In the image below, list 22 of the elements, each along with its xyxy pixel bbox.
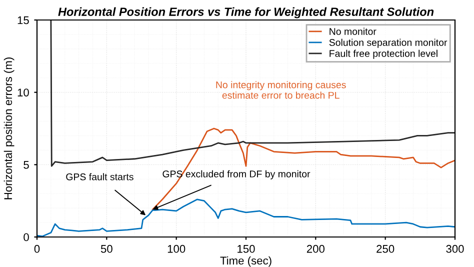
x-tick-label: 200 — [306, 244, 324, 253]
x-axis-title: Time (sec) — [220, 256, 272, 267]
annotation: No integrity monitoring causes estimate error to breach PL — [216, 81, 346, 99]
y-tick-label: 10 — [18, 88, 29, 96]
x-tick-label: 250 — [376, 244, 394, 253]
y-tick-label: 0 — [24, 233, 29, 242]
line-series — [50, 20, 455, 167]
legend-label: No monitor — [330, 28, 376, 35]
annotation: GPS fault starts — [66, 173, 134, 180]
y-axis-title: Horizontal position errors (m) — [4, 58, 14, 200]
annotation: GPS excluded from DF by monitor — [162, 170, 310, 180]
x-tick-label: 50 — [100, 244, 112, 253]
y-tick-label: 5 — [24, 161, 29, 169]
legend-label: Solution separation monitor — [329, 38, 448, 48]
y-tick-label: 15 — [18, 16, 29, 24]
chart-title: Horizontal Position Errors vs Time for Weighted Resultant Solution — [58, 7, 434, 18]
legend-label: Fault free protection level — [330, 50, 438, 59]
line-series — [152, 128, 455, 210]
x-tick-label: 100 — [168, 244, 186, 253]
x-tick-label: 150 — [238, 244, 255, 253]
x-tick-label: 0 — [34, 244, 40, 253]
x-tick-label: 300 — [446, 244, 464, 253]
